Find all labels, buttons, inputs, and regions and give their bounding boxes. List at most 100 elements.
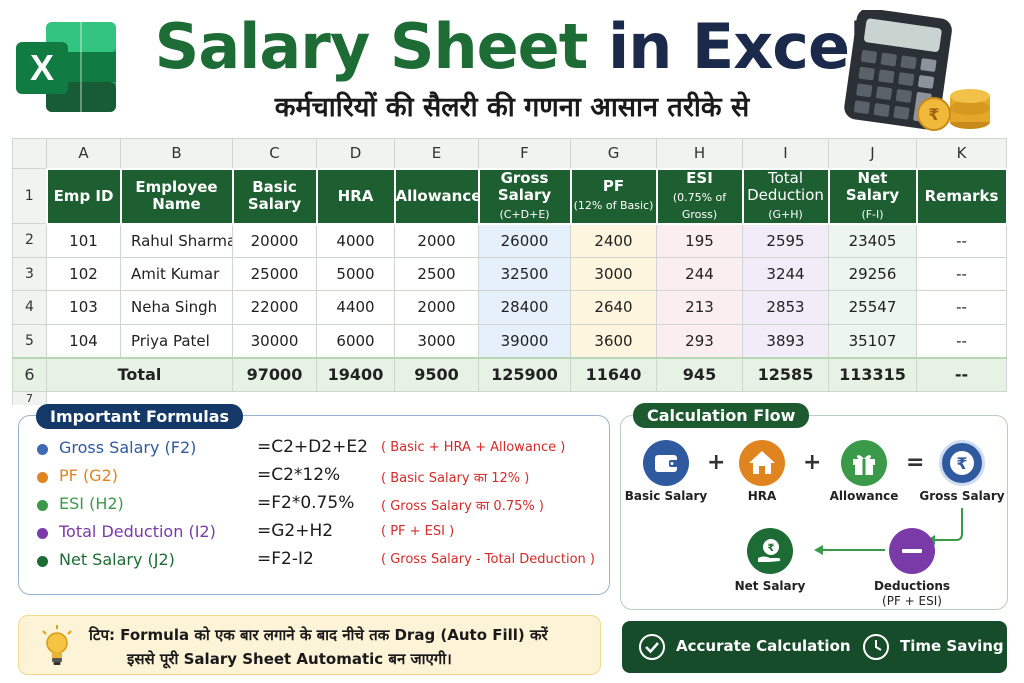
total-cell[interactable]: 12585: [742, 356, 829, 392]
cell[interactable]: --: [916, 290, 1007, 325]
cell[interactable]: 6000: [316, 323, 395, 358]
cell[interactable]: 4000: [316, 223, 395, 258]
column-header-c[interactable]: C: [232, 138, 317, 169]
cell[interactable]: 101: [46, 223, 121, 258]
column-header-g[interactable]: G: [570, 138, 657, 169]
select-all-corner[interactable]: [12, 138, 47, 169]
calculator-icon: ₹: [844, 10, 990, 131]
total-label[interactable]: Total: [46, 356, 233, 392]
column-header-d[interactable]: D: [316, 138, 395, 169]
total-cell[interactable]: 11640: [570, 356, 657, 392]
bullet-icon: [37, 444, 48, 455]
total-cell[interactable]: 97000: [232, 356, 317, 392]
row-number[interactable]: 4: [12, 290, 47, 325]
flow-title: Calculation Flow: [633, 403, 810, 428]
cell[interactable]: --: [916, 256, 1007, 291]
tip-box: टिप: Formula को एक बार लगाने के बाद नीचे…: [18, 615, 601, 675]
cell[interactable]: 28400: [478, 290, 571, 325]
column-header-j[interactable]: J: [828, 138, 917, 169]
cell[interactable]: 2640: [570, 290, 657, 325]
total-cell[interactable]: 945: [656, 356, 743, 392]
cell[interactable]: 2853: [742, 290, 829, 325]
column-header-f[interactable]: F: [478, 138, 571, 169]
header-net-salary[interactable]: Net Salary (F-I): [827, 167, 918, 225]
header-allowance[interactable]: Allowance: [393, 167, 480, 225]
header-hra[interactable]: HRA: [315, 167, 396, 225]
header-gross-salary[interactable]: Gross Salary (C+D+E): [477, 167, 572, 225]
cell[interactable]: 39000: [478, 323, 571, 358]
cell[interactable]: 2400: [570, 223, 657, 258]
flow-gross-label: Gross Salary: [919, 489, 1005, 503]
formula-row: ESI (H2) =F2*0.75% ( Gross Salary का 0.7…: [37, 493, 607, 518]
cell[interactable]: 30000: [232, 323, 317, 358]
cell[interactable]: 244: [656, 256, 743, 291]
formula-note: ( PF + ESI ): [381, 524, 455, 539]
cell[interactable]: 2000: [394, 223, 479, 258]
cell[interactable]: 32500: [478, 256, 571, 291]
row-number[interactable]: 5: [12, 323, 47, 358]
cell[interactable]: 2000: [394, 290, 479, 325]
cell[interactable]: 22000: [232, 290, 317, 325]
cell[interactable]: Priya Patel: [120, 323, 233, 358]
header-basic-salary[interactable]: Basic Salary: [231, 167, 318, 225]
cell[interactable]: 25547: [828, 290, 917, 325]
table-header-row: 1 Emp ID Employee Name Basic Salary HRA …: [12, 167, 1008, 225]
bullet-icon: [37, 528, 48, 539]
cell[interactable]: 103: [46, 290, 121, 325]
row-number[interactable]: 3: [12, 256, 47, 291]
header-total-deduction[interactable]: Total Deduction (G+H): [741, 167, 830, 225]
cell[interactable]: Amit Kumar: [120, 256, 233, 291]
cell[interactable]: 20000: [232, 223, 317, 258]
formula-label: Net Salary (J2): [59, 550, 175, 569]
cell[interactable]: 104: [46, 323, 121, 358]
row-number[interactable]: 6: [12, 356, 47, 392]
total-cell[interactable]: 19400: [316, 356, 395, 392]
cell[interactable]: Neha Singh: [120, 290, 233, 325]
cell[interactable]: --: [916, 223, 1007, 258]
cell[interactable]: 23405: [828, 223, 917, 258]
cell[interactable]: 3600: [570, 323, 657, 358]
row-number[interactable]: 7: [12, 391, 47, 405]
cell[interactable]: 25000: [232, 256, 317, 291]
header-emp-id[interactable]: Emp ID: [45, 167, 122, 225]
cell[interactable]: 26000: [478, 223, 571, 258]
cell[interactable]: 4400: [316, 290, 395, 325]
cell[interactable]: --: [916, 323, 1007, 358]
row-number[interactable]: 1: [12, 168, 47, 224]
cell[interactable]: 29256: [828, 256, 917, 291]
total-cell[interactable]: --: [916, 356, 1007, 392]
cell[interactable]: 35107: [828, 323, 917, 358]
row-number[interactable]: 2: [12, 223, 47, 258]
cell[interactable]: 2500: [394, 256, 479, 291]
cell[interactable]: 3000: [570, 256, 657, 291]
total-cell[interactable]: 9500: [394, 356, 479, 392]
cell[interactable]: Rahul Sharma: [120, 223, 233, 258]
column-header-a[interactable]: A: [46, 138, 121, 169]
check-circle-icon: [639, 634, 665, 660]
cell[interactable]: 3000: [394, 323, 479, 358]
column-header-e[interactable]: E: [394, 138, 479, 169]
tip-line-2: इससे पूरी Salary Sheet Automatic बन जाएग…: [127, 650, 452, 668]
column-header-h[interactable]: H: [656, 138, 743, 169]
cell[interactable]: 3244: [742, 256, 829, 291]
total-cell[interactable]: 125900: [478, 356, 571, 392]
total-row: 6 Total 97000 19400 9500 125900 11640 94…: [12, 356, 1007, 392]
cell[interactable]: 293: [656, 323, 743, 358]
column-header-i[interactable]: I: [742, 138, 829, 169]
cell[interactable]: 3893: [742, 323, 829, 358]
cell[interactable]: 5000: [316, 256, 395, 291]
table-row: 3 102 Amit Kumar 25000 5000 2500 32500 3…: [12, 256, 1007, 291]
cell[interactable]: 213: [656, 290, 743, 325]
cell[interactable]: 2595: [742, 223, 829, 258]
bullet-icon: [37, 500, 48, 511]
total-cell[interactable]: 113315: [828, 356, 917, 392]
column-header-k[interactable]: K: [916, 138, 1007, 169]
column-header-b[interactable]: B: [120, 138, 233, 169]
header-employee-name[interactable]: Employee Name: [119, 167, 234, 225]
header-esi[interactable]: ESI (0.75% of Gross): [655, 167, 744, 225]
header-remarks[interactable]: Remarks: [915, 167, 1008, 225]
empty-row: 7: [12, 391, 1007, 405]
cell[interactable]: 102: [46, 256, 121, 291]
cell[interactable]: 195: [656, 223, 743, 258]
header-pf[interactable]: PF (12% of Basic): [569, 167, 658, 225]
